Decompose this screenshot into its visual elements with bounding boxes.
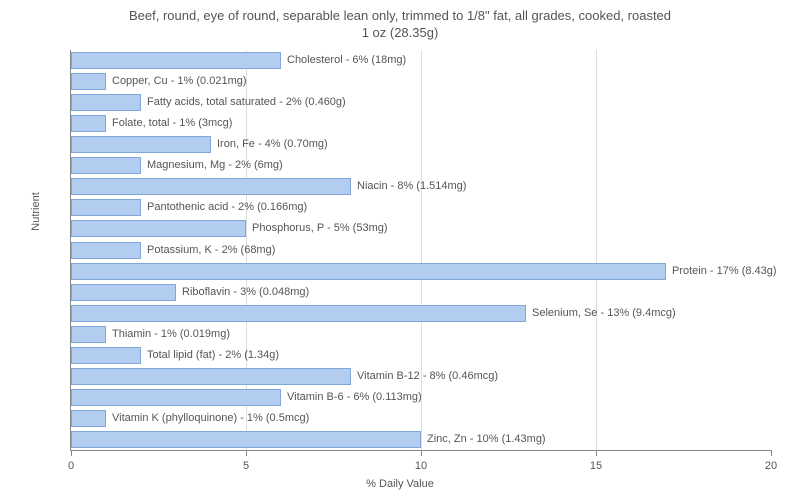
nutrient-bar-label: Thiamin - 1% (0.019mg): [112, 326, 230, 343]
nutrient-bar-label: Folate, total - 1% (3mcg): [112, 115, 232, 132]
x-tick: [421, 450, 422, 456]
nutrient-bar: [71, 431, 421, 448]
nutrient-bar: [71, 410, 106, 427]
nutrient-bar: [71, 263, 666, 280]
title-line-2: 1 oz (28.35g): [362, 25, 439, 40]
nutrient-bar-label: Potassium, K - 2% (68mg): [147, 242, 275, 259]
nutrient-bar-label: Vitamin B-6 - 6% (0.113mg): [287, 389, 422, 406]
nutrient-bar: [71, 305, 526, 322]
nutrient-bar: [71, 284, 176, 301]
nutrient-bar: [71, 52, 281, 69]
nutrient-bar-label: Phosphorus, P - 5% (53mg): [252, 220, 388, 237]
x-tick-label: 20: [765, 460, 777, 472]
x-tick: [596, 450, 597, 456]
nutrient-bar-label: Fatty acids, total saturated - 2% (0.460…: [147, 94, 346, 111]
x-tick-label: 15: [590, 460, 602, 472]
nutrient-bar: [71, 94, 141, 111]
nutrient-bar-label: Selenium, Se - 13% (9.4mcg): [532, 305, 676, 322]
nutrient-bar-label: Riboflavin - 3% (0.048mg): [182, 284, 309, 301]
nutrient-bar: [71, 368, 351, 385]
nutrient-bar: [71, 389, 281, 406]
nutrient-bar-label: Iron, Fe - 4% (0.70mg): [217, 136, 328, 153]
y-axis-label: Nutrient: [30, 192, 42, 231]
nutrient-bar: [71, 326, 106, 343]
nutrient-bar-label: Cholesterol - 6% (18mg): [287, 52, 406, 69]
nutrient-bar-label: Vitamin B-12 - 8% (0.46mcg): [357, 368, 498, 385]
x-tick: [246, 450, 247, 456]
nutrient-bar: [71, 347, 141, 364]
nutrient-bar-label: Copper, Cu - 1% (0.021mg): [112, 73, 247, 90]
nutrient-bar: [71, 157, 141, 174]
x-tick-label: 10: [415, 460, 427, 472]
plot-area: 05101520Cholesterol - 6% (18mg)Copper, C…: [70, 50, 771, 451]
nutrient-chart: Beef, round, eye of round, separable lea…: [0, 0, 800, 500]
nutrient-bar: [71, 178, 351, 195]
chart-title: Beef, round, eye of round, separable lea…: [0, 0, 800, 46]
x-tick: [771, 450, 772, 456]
gridline: [596, 50, 597, 450]
nutrient-bar: [71, 242, 141, 259]
nutrient-bar: [71, 115, 106, 132]
nutrient-bar: [71, 220, 246, 237]
title-line-1: Beef, round, eye of round, separable lea…: [129, 8, 671, 23]
nutrient-bar-label: Vitamin K (phylloquinone) - 1% (0.5mcg): [112, 410, 309, 427]
nutrient-bar: [71, 73, 106, 90]
x-axis-label: % Daily Value: [366, 478, 434, 490]
nutrient-bar-label: Magnesium, Mg - 2% (6mg): [147, 157, 283, 174]
nutrient-bar-label: Zinc, Zn - 10% (1.43mg): [427, 431, 546, 448]
nutrient-bar-label: Pantothenic acid - 2% (0.166mg): [147, 199, 307, 216]
x-tick-label: 5: [243, 460, 249, 472]
x-tick: [71, 450, 72, 456]
x-tick-label: 0: [68, 460, 74, 472]
nutrient-bar: [71, 136, 211, 153]
nutrient-bar-label: Protein - 17% (8.43g): [672, 263, 777, 280]
nutrient-bar-label: Total lipid (fat) - 2% (1.34g): [147, 347, 279, 364]
nutrient-bar: [71, 199, 141, 216]
nutrient-bar-label: Niacin - 8% (1.514mg): [357, 178, 466, 195]
